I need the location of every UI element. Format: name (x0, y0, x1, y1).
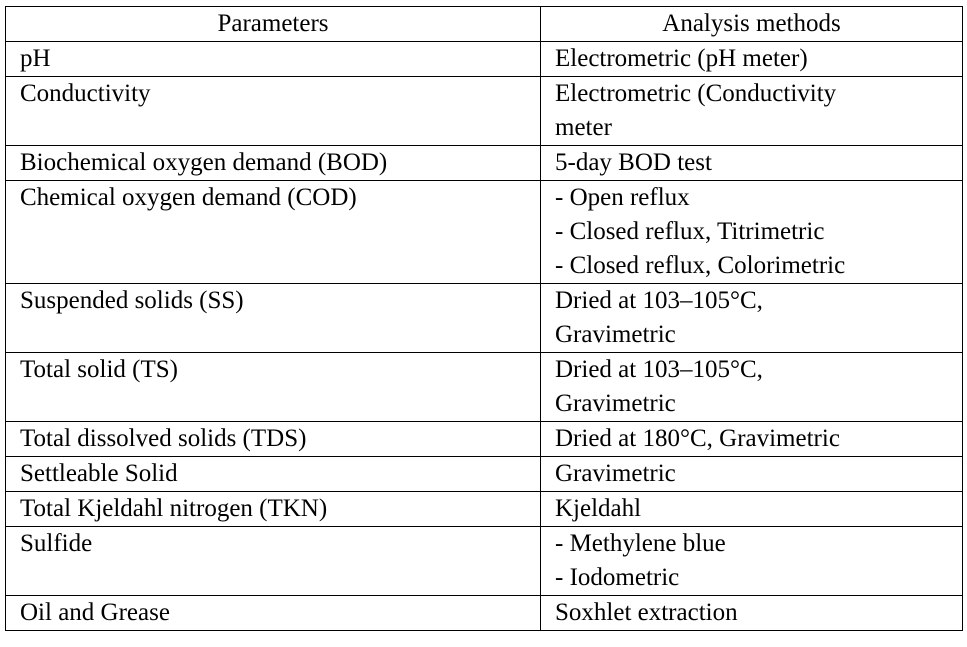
method-cell: Soxhlet extraction (540, 595, 963, 631)
method-line: Kjeldahl (555, 495, 642, 522)
method-line: - Closed reflux, Titrimetric (555, 218, 825, 245)
table-row: Chemical oxygen demand (COD) - Open refl… (5, 180, 963, 284)
table-row: pH Electrometric (pH meter) (5, 41, 963, 77)
parameter-cell: Total Kjeldahl nitrogen (TKN) (5, 491, 541, 527)
table-row: Total solid (TS) Dried at 103–105°C, Gra… (5, 352, 963, 422)
analysis-methods-table: Parameters Analysis methods pH Electrome… (5, 6, 963, 631)
method-line: - Closed reflux, Colorimetric (555, 252, 846, 279)
method-line: - Methylene blue (555, 530, 726, 557)
table-row: Sulfide - Methylene blue - Iodometric (5, 526, 963, 596)
method-cell: Kjeldahl (540, 491, 963, 527)
table-row: Oil and Grease Soxhlet extraction (5, 595, 963, 631)
header-parameters: Parameters (5, 6, 541, 42)
method-line: Gravimetric (555, 460, 676, 487)
table-row: Total dissolved solids (TDS) Dried at 18… (5, 421, 963, 457)
method-line: Dried at 180°C, Gravimetric (555, 425, 840, 452)
parameter-cell: Chemical oxygen demand (COD) (5, 180, 541, 284)
table-row: Suspended solids (SS) Dried at 103–105°C… (5, 283, 963, 353)
header-analysis-methods: Analysis methods (540, 6, 963, 42)
parameter-cell: Settleable Solid (5, 456, 541, 492)
method-line: Soxhlet extraction (555, 599, 738, 626)
parameter-cell: pH (5, 41, 541, 77)
method-cell: Dried at 103–105°C, Gravimetric (540, 352, 963, 422)
method-line: Gravimetric (555, 321, 676, 348)
parameter-cell: Total dissolved solids (TDS) (5, 421, 541, 457)
method-line: Electrometric (Conductivity (555, 80, 837, 107)
method-cell: - Open reflux - Closed reflux, Titrimetr… (540, 180, 963, 284)
method-cell: Electrometric (Conductivity meter (540, 76, 963, 146)
method-line: Dried at 103–105°C, (555, 356, 763, 383)
method-cell: Electrometric (pH meter) (540, 41, 963, 77)
table-row: Biochemical oxygen demand (BOD) 5-day BO… (5, 145, 963, 181)
method-line: Gravimetric (555, 390, 676, 417)
method-line: Electrometric (pH meter) (555, 45, 808, 72)
method-line: 5-day BOD test (555, 149, 712, 176)
method-cell: 5-day BOD test (540, 145, 963, 181)
method-cell: Gravimetric (540, 456, 963, 492)
method-line: - Iodometric (555, 564, 680, 591)
table-row: Total Kjeldahl nitrogen (TKN) Kjeldahl (5, 491, 963, 527)
method-line: - Open reflux (555, 184, 690, 211)
method-cell: Dried at 103–105°C, Gravimetric (540, 283, 963, 353)
parameter-cell: Biochemical oxygen demand (BOD) (5, 145, 541, 181)
method-cell: Dried at 180°C, Gravimetric (540, 421, 963, 457)
parameter-cell: Total solid (TS) (5, 352, 541, 422)
table-row: Settleable Solid Gravimetric (5, 456, 963, 492)
table-header-row: Parameters Analysis methods (5, 6, 963, 42)
parameter-cell: Suspended solids (SS) (5, 283, 541, 353)
method-line: Dried at 103–105°C, (555, 287, 763, 314)
method-cell: - Methylene blue - Iodometric (540, 526, 963, 596)
parameter-cell: Conductivity (5, 76, 541, 146)
method-line: meter (555, 114, 612, 141)
parameter-cell: Sulfide (5, 526, 541, 596)
parameter-cell: Oil and Grease (5, 595, 541, 631)
table-row: Conductivity Electrometric (Conductivity… (5, 76, 963, 146)
